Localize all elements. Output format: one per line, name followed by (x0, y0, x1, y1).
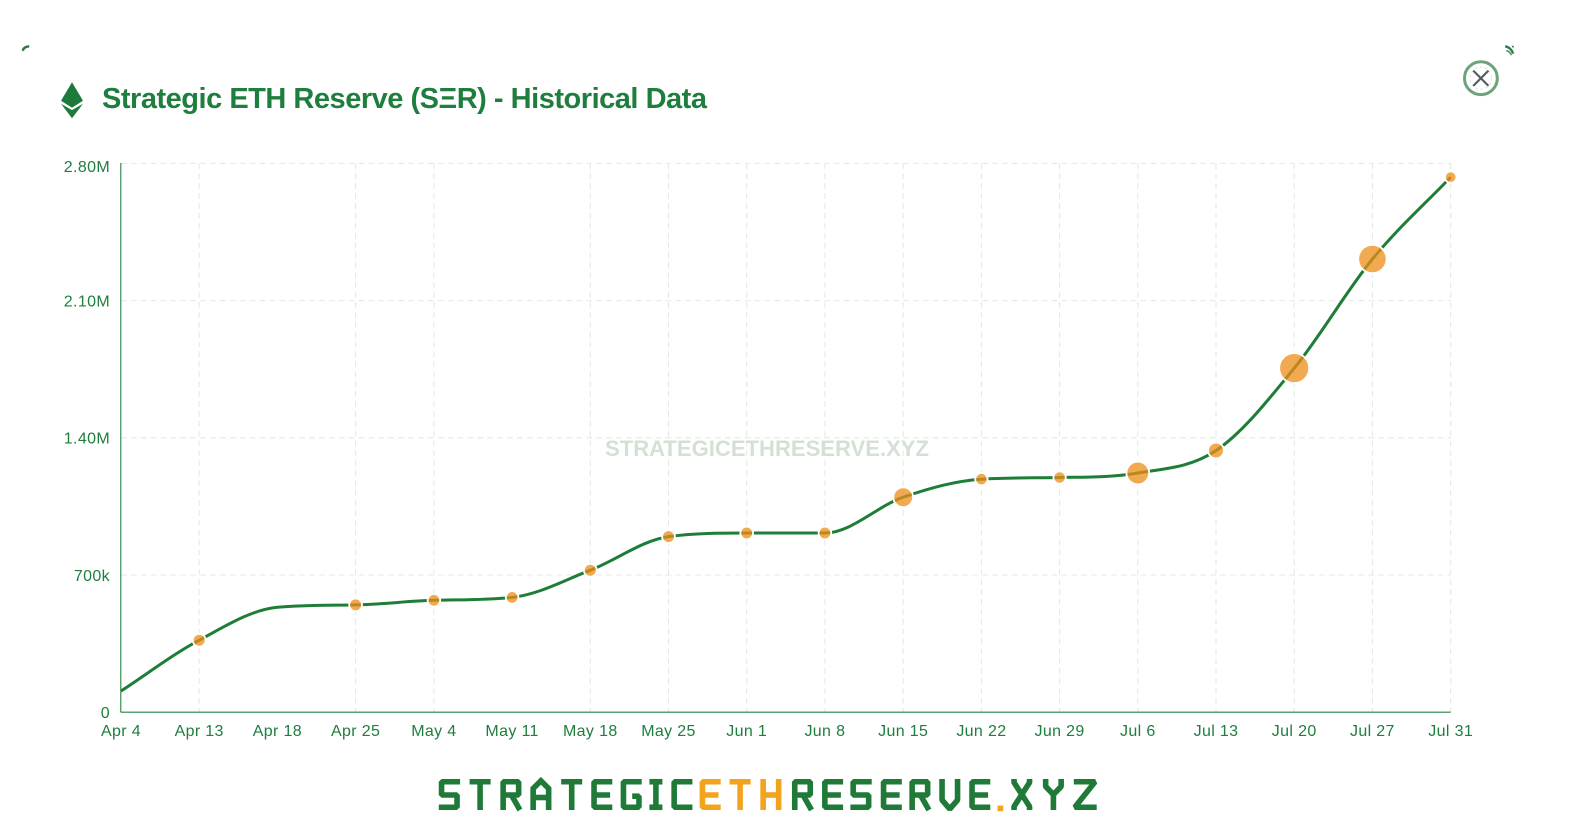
svg-text:1.40M: 1.40M (64, 431, 110, 448)
svg-text:Jun 22: Jun 22 (956, 723, 1006, 740)
svg-text:Jul 31: Jul 31 (1428, 723, 1473, 740)
svg-text:2.80M: 2.80M (64, 159, 110, 176)
svg-text:May 4: May 4 (411, 723, 456, 740)
svg-text:700k: 700k (74, 568, 111, 585)
svg-text:May 25: May 25 (641, 723, 696, 740)
svg-text:Apr 25: Apr 25 (331, 723, 380, 740)
svg-text:Jul 6: Jul 6 (1120, 723, 1156, 740)
svg-text:2.10M: 2.10M (64, 293, 110, 310)
svg-text:Jul 27: Jul 27 (1350, 723, 1395, 740)
svg-text:Jul 20: Jul 20 (1272, 723, 1317, 740)
svg-text:Apr 18: Apr 18 (253, 723, 302, 740)
svg-text:Jun 8: Jun 8 (804, 723, 845, 740)
svg-text:Jun 15: Jun 15 (878, 723, 928, 740)
svg-text:0: 0 (101, 705, 110, 722)
svg-text:May 18: May 18 (563, 723, 618, 740)
svg-text:STRATEGICETHRESERVE.XYZ: STRATEGICETHRESERVE.XYZ (605, 436, 929, 461)
svg-text:Apr 13: Apr 13 (175, 723, 224, 740)
svg-text:Jun 1: Jun 1 (726, 723, 767, 740)
svg-text:Jun 29: Jun 29 (1035, 723, 1085, 740)
svg-text:Jul 13: Jul 13 (1194, 723, 1239, 740)
svg-text:Apr 4: Apr 4 (101, 723, 141, 740)
svg-text:May 11: May 11 (485, 723, 538, 740)
svg-text:Strategic ETH Reserve (SΞR) -: Strategic ETH Reserve (SΞR) - Historical… (102, 83, 708, 115)
